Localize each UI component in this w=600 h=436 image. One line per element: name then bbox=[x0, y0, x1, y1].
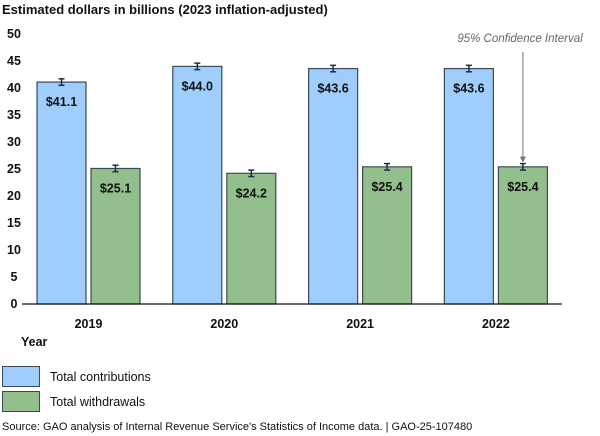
legend-label: Total withdrawals bbox=[50, 394, 146, 409]
data-label: $43.6 bbox=[453, 82, 484, 96]
bar bbox=[308, 67, 359, 305]
bar bbox=[362, 166, 413, 305]
bar bbox=[443, 67, 494, 305]
y-tick-label: 0 bbox=[11, 297, 18, 311]
annotation-text: 95% Confidence Interval bbox=[457, 33, 583, 45]
annotation-arrowhead bbox=[519, 156, 526, 163]
source-note: Source: GAO analysis of Internal Revenue… bbox=[2, 421, 473, 433]
x-tick-label: 2021 bbox=[346, 317, 374, 331]
x-tick-label: 2022 bbox=[482, 317, 510, 331]
data-label: $44.0 bbox=[182, 79, 213, 93]
data-label: $24.2 bbox=[236, 186, 267, 200]
y-tick-label: 50 bbox=[7, 27, 21, 41]
legend-item-withdrawals: Total withdrawals bbox=[2, 391, 145, 412]
legend-item-contributions: Total contributions bbox=[2, 366, 151, 387]
bar-chart: 0 5 10 15 20 25 30 35 40 45 50 $41.1 $25.1 2019 $44.0 $… bbox=[7, 27, 583, 331]
legend-label: Total contributions bbox=[50, 369, 151, 384]
data-label: $25.4 bbox=[507, 180, 538, 194]
bar bbox=[90, 167, 141, 305]
y-tick-label: 20 bbox=[7, 189, 21, 203]
data-label: $41.1 bbox=[46, 95, 77, 109]
chart-title: Estimated dollars in billions (2023 infl… bbox=[2, 2, 328, 17]
x-axis-title: Year bbox=[21, 335, 48, 349]
y-tick-label: 30 bbox=[7, 135, 21, 149]
legend-swatch-contributions bbox=[2, 366, 40, 387]
x-tick-label: 2019 bbox=[75, 317, 103, 331]
legend-swatch-withdrawals bbox=[2, 391, 40, 412]
x-tick-label: 2020 bbox=[210, 317, 238, 331]
y-tick-label: 25 bbox=[7, 162, 21, 176]
y-tick-label: 45 bbox=[7, 54, 21, 68]
bar bbox=[36, 81, 87, 305]
y-tick-label: 5 bbox=[11, 270, 18, 284]
y-tick-label: 40 bbox=[7, 81, 21, 95]
data-label: $43.6 bbox=[317, 82, 348, 96]
data-label: $25.1 bbox=[100, 181, 131, 195]
data-label: $25.4 bbox=[371, 180, 402, 194]
y-tick-label: 15 bbox=[7, 216, 21, 230]
bar bbox=[172, 65, 223, 305]
y-tick-label: 35 bbox=[7, 108, 21, 122]
y-tick-label: 10 bbox=[7, 243, 21, 257]
